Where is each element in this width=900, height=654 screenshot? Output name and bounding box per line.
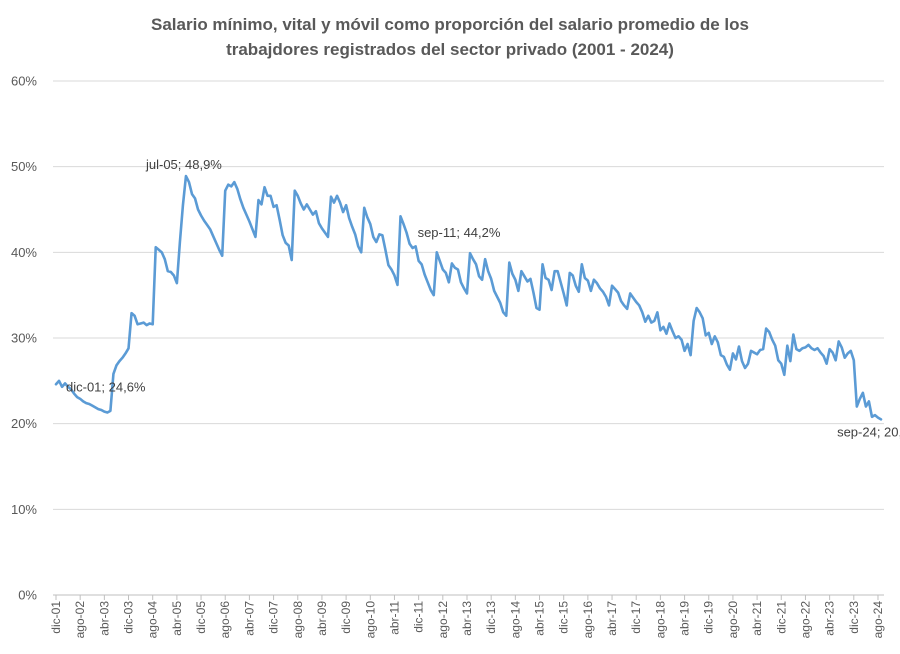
data-label: sep-24; 20,5% (837, 424, 900, 439)
x-tick-label: ago-14 (508, 601, 522, 639)
x-tick-label: dic-21 (774, 601, 788, 634)
x-tick-label: dic-13 (484, 601, 498, 634)
x-tick-label: dic-09 (339, 601, 353, 634)
x-tick-label: abr-15 (533, 601, 547, 636)
x-tick-label: abr-03 (97, 601, 111, 636)
data-label: dic-01; 24,6% (66, 379, 146, 394)
x-tick-label: dic-17 (629, 601, 643, 634)
y-tick-label: 50% (11, 159, 37, 174)
x-tick-label: abr-23 (823, 601, 837, 636)
chart-title: Salario mínimo, vital y móvil como propo… (0, 12, 900, 62)
x-tick-label: ago-24 (871, 601, 885, 639)
x-tick-label: abr-21 (750, 601, 764, 636)
x-tick-label: dic-11 (412, 601, 426, 633)
series-layer (54, 174, 883, 421)
x-tick-label: dic-19 (702, 601, 716, 634)
x-tick-label: ago-10 (363, 601, 377, 639)
y-tick-label: 40% (11, 245, 37, 260)
x-tick-label: ago-12 (436, 601, 450, 639)
data-labels: dic-01; 24,6% jul-05; 48,9% sep-11; 44,2% s… (66, 157, 900, 439)
chart-title-line-1: Salario mínimo, vital y móvil como propo… (151, 15, 749, 34)
y-tick-label: 0% (18, 588, 37, 603)
x-tick-label: dic-01 (49, 601, 63, 634)
x-tick-label: abr-05 (170, 601, 184, 636)
x-tick-label: dic-05 (194, 601, 208, 634)
series-line (54, 174, 883, 421)
data-label: sep-11; 44,2% (418, 225, 501, 240)
chart-title-line-2: trabajdores registrados del sector priva… (226, 40, 674, 59)
x-tick-label: dic-23 (847, 601, 861, 634)
x-tick-label: ago-20 (726, 601, 740, 639)
x-tick-label: dic-03 (122, 601, 136, 634)
y-tick-label: 20% (11, 416, 37, 431)
x-tick-label: ago-16 (581, 601, 595, 639)
x-tick-label: abr-17 (605, 601, 619, 636)
x-tick-label: abr-07 (242, 601, 256, 636)
x-tick-label: ago-04 (146, 601, 160, 639)
x-tick-label: abr-11 (387, 601, 401, 635)
data-label: jul-05; 48,9% (145, 157, 222, 172)
x-tick-label: ago-06 (218, 601, 232, 639)
x-tick-label: ago-08 (291, 601, 305, 639)
y-axis: 0% 10% 20% 30% 40% 50% 60% (11, 74, 37, 603)
x-tick-label: abr-13 (460, 601, 474, 636)
y-tick-label: 60% (11, 74, 37, 89)
x-tick-label: abr-09 (315, 601, 329, 636)
x-tick-label: ago-18 (653, 601, 667, 639)
y-tick-label: 30% (11, 331, 37, 346)
x-tick-label: ago-22 (798, 601, 812, 639)
x-axis: dic-01 ago-02 abr-03 dic-03 ago-04 abr-05 dic-… (49, 595, 885, 638)
x-tick-label: dic-15 (557, 601, 571, 634)
y-tick-label: 10% (11, 502, 37, 517)
x-tick-label: ago-02 (73, 601, 87, 639)
x-tick-label: dic-07 (267, 601, 281, 634)
gridlines (53, 80, 884, 596)
x-tick-label: abr-19 (678, 601, 692, 636)
